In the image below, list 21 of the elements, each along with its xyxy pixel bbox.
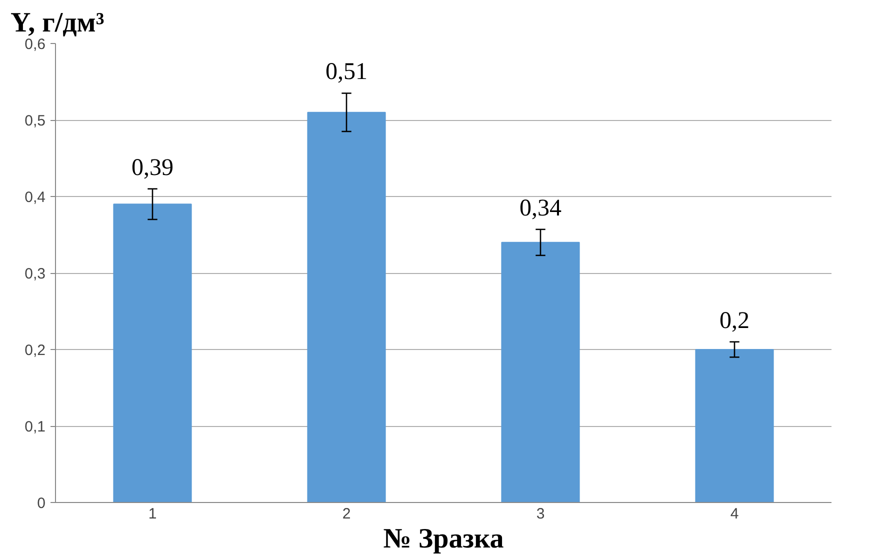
bar	[307, 112, 386, 502]
y-tick-label: 0	[37, 495, 46, 512]
x-tick-label: 3	[536, 506, 545, 522]
y-axis-title: Y, г/дм³	[10, 8, 104, 38]
y-tick-label: 0,1	[24, 418, 46, 436]
x-tick-label: 1	[148, 506, 157, 522]
data-label: 0,34	[520, 195, 562, 222]
bar	[113, 204, 192, 502]
y-tick-label: 0,6	[24, 36, 46, 53]
x-axis-title: № Зразка	[383, 524, 504, 554]
y-tick-label: 0,5	[24, 112, 46, 130]
bar	[695, 349, 774, 502]
y-tick-label: 0,4	[24, 189, 46, 206]
data-label: 0,2	[720, 308, 750, 334]
x-tick-label: 4	[730, 506, 739, 522]
data-label: 0,51	[326, 59, 368, 86]
y-tick-label: 0,2	[24, 342, 46, 359]
y-tick-label: 0,3	[24, 266, 46, 282]
x-tick-label: 2	[342, 506, 351, 522]
bar	[501, 242, 580, 502]
data-label: 0,39	[132, 154, 174, 181]
